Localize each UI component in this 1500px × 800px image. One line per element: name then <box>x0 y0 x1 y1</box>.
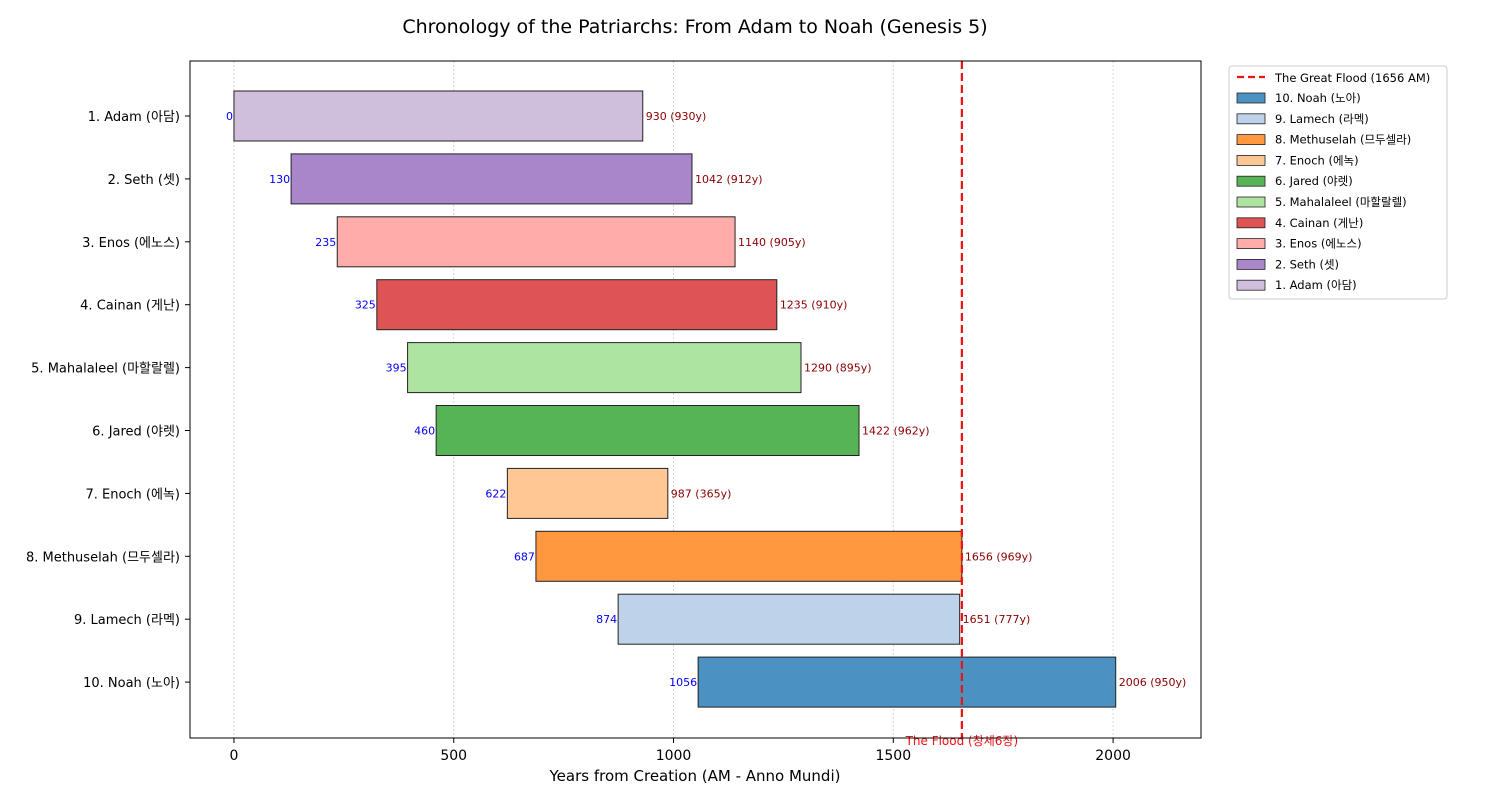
bar-7 <box>506 467 669 519</box>
y-tick-label: 10. Noah (노아) <box>83 676 180 691</box>
start-label: 622 <box>485 487 506 500</box>
legend-entry: 7. Enoch (에녹) <box>1275 153 1359 167</box>
legend-entry: 4. Cainan (게난) <box>1275 216 1363 230</box>
chart-title: Chronology of the Patriarchs: From Adam … <box>402 16 987 38</box>
bar-8 <box>535 530 963 582</box>
legend-swatch <box>1236 258 1266 270</box>
bar-2 <box>290 153 693 205</box>
end-label: 1290 (895y) <box>804 362 872 375</box>
legend-entry: 10. Noah (노아) <box>1275 91 1361 105</box>
x-tick-label: 1500 <box>875 748 911 764</box>
bar-10 <box>697 656 1117 708</box>
legend-entry: 8. Methuselah (므두셀라) <box>1275 133 1411 147</box>
legend-swatch <box>1236 238 1266 250</box>
legend-swatch <box>1236 175 1266 187</box>
x-axis-label: Years from Creation (AM - Anno Mundi) <box>549 767 841 785</box>
legend-swatch <box>1236 279 1266 291</box>
end-label: 1235 (910y) <box>780 299 848 312</box>
legend-swatch <box>1236 134 1266 146</box>
bar-1 <box>233 90 644 142</box>
start-label: 325 <box>355 299 376 312</box>
y-tick-label: 6. Jared (야렛) <box>92 425 180 440</box>
y-tick-label: 2. Seth (셋) <box>108 173 180 188</box>
y-tick-label: 1. Adam (아담) <box>88 110 180 125</box>
start-label: 687 <box>514 550 535 563</box>
legend-swatch <box>1236 92 1266 104</box>
axes: 0 500 1000 1500 2000 1. Adam (아담) 2. Seth (셋) 3… <box>26 110 1131 764</box>
start-label: 1056 <box>669 676 697 689</box>
legend-box <box>1228 65 1448 300</box>
legend: The Great Flood (1656 AM) 10. Noah (노아) 9.… <box>1228 65 1448 300</box>
end-label: 1042 (912y) <box>695 173 763 186</box>
flood-annotation: The Flood (창세6장) <box>905 734 1019 748</box>
end-label: 1140 (905y) <box>738 236 806 249</box>
y-tick-label: 5. Mahalaleel (마할랄렐) <box>31 362 180 377</box>
bar-5 <box>407 342 802 394</box>
y-tick-label: 8. Methuselah (므두셀라) <box>26 550 180 565</box>
end-label: 1656 (969y) <box>965 550 1033 563</box>
y-tick-label: 3. Enos (에노스) <box>82 236 180 251</box>
bar-3 <box>336 216 736 268</box>
plot-frame <box>189 60 1202 739</box>
legend-entry: 1. Adam (아담) <box>1275 278 1357 292</box>
bars: 0 930 (930y) 130 1042 (912y) 235 1140 (905y) 3… <box>226 90 1187 708</box>
end-label: 930 (930y) <box>646 110 707 123</box>
bar-6 <box>435 405 860 456</box>
legend-entry: 5. Mahalaleel (마할랄렐) <box>1275 195 1407 209</box>
start-label: 130 <box>269 173 290 186</box>
x-tick-label: 500 <box>440 748 467 764</box>
y-tick-label: 7. Enoch (에녹) <box>85 487 180 502</box>
legend-swatch <box>1236 217 1266 229</box>
legend-entry: 9. Lamech (라멕) <box>1275 112 1369 126</box>
end-label: 1651 (777y) <box>963 613 1031 626</box>
legend-entry: 3. Enos (에노스) <box>1275 237 1362 251</box>
end-label: 2006 (950y) <box>1119 676 1187 689</box>
x-tick-label: 1000 <box>656 748 692 764</box>
bar-4 <box>376 279 778 331</box>
legend-entry: 6. Jared (야렛) <box>1275 174 1353 188</box>
start-label: 235 <box>315 236 336 249</box>
y-tick-label: 4. Cainan (게난) <box>80 299 180 314</box>
bar-9 <box>617 593 961 645</box>
start-label: 0 <box>226 110 233 123</box>
legend-swatch <box>1236 196 1266 208</box>
end-label: 987 (365y) <box>671 487 732 500</box>
x-tick-label: 2000 <box>1095 748 1131 764</box>
start-label: 460 <box>414 425 435 438</box>
legend-entry: 2. Seth (셋) <box>1275 257 1339 271</box>
start-label: 395 <box>386 362 407 375</box>
flood-marker: The Flood (창세6장) <box>905 61 1019 748</box>
legend-flood-label: The Great Flood (1656 AM) <box>1274 71 1430 85</box>
legend-swatch <box>1236 154 1266 166</box>
y-tick-label: 9. Lamech (라멕) <box>74 613 180 628</box>
x-tick-label: 0 <box>229 748 238 764</box>
end-label: 1422 (962y) <box>862 425 930 438</box>
legend-swatch <box>1236 113 1266 125</box>
start-label: 874 <box>596 613 617 626</box>
